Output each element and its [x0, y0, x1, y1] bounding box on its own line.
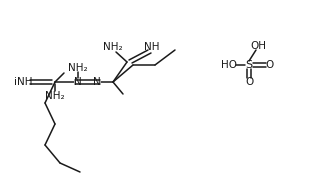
- Text: S: S: [245, 60, 252, 70]
- Text: N: N: [74, 77, 82, 87]
- Text: O: O: [245, 77, 253, 87]
- Text: HO: HO: [221, 60, 237, 70]
- Text: NH₂: NH₂: [103, 42, 123, 52]
- Text: O: O: [266, 60, 274, 70]
- Text: N: N: [93, 77, 101, 87]
- Text: NH₂: NH₂: [68, 63, 88, 73]
- Text: OH: OH: [250, 41, 266, 51]
- Text: NH: NH: [144, 42, 160, 52]
- Text: iNH: iNH: [14, 77, 33, 87]
- Text: NH₂: NH₂: [45, 91, 65, 101]
